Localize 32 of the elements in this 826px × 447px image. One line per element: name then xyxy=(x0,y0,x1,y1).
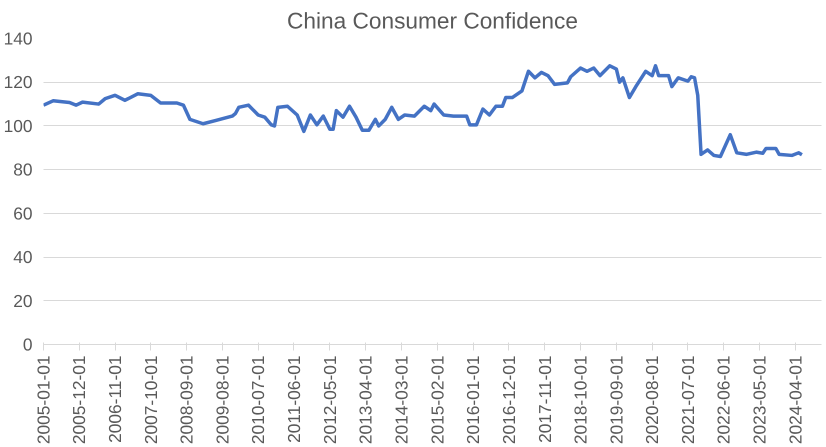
x-tick-label: 2016-12-01 xyxy=(498,355,519,444)
x-tick-label: 2022-06-01 xyxy=(714,355,734,444)
x-tick-label: 2012-05-01 xyxy=(320,355,340,444)
x-tick-label: 2017-11-01 xyxy=(534,355,555,443)
x-tick-label: 2013-04-01 xyxy=(356,355,376,444)
x-tick-label: 2024-04-01 xyxy=(785,355,806,444)
x-tick-label: 2005-01-01 xyxy=(34,355,54,444)
chart-title: China Consumer Confidence xyxy=(287,8,578,34)
x-tick-label: 2011-06-01 xyxy=(284,355,304,443)
x-tick-label: 2005-12-01 xyxy=(69,355,90,444)
line-series xyxy=(44,64,804,158)
y-tick-label: 20 xyxy=(13,290,33,311)
y-tick-label: 40 xyxy=(13,247,33,268)
x-tick-label: 2009-08-01 xyxy=(212,355,232,444)
x-tick-label: 2018-10-01 xyxy=(570,355,591,444)
x-tick-label: 2020-08-01 xyxy=(642,355,662,444)
x-tick-label: 2021-07-01 xyxy=(678,355,698,444)
y-tick-label: 100 xyxy=(4,116,33,136)
y-tick-label: 80 xyxy=(13,160,33,180)
x-tick-label: 2014-03-01 xyxy=(391,355,412,444)
x-tick-label: 2010-07-01 xyxy=(248,355,268,444)
x-tick-label: 2007-10-01 xyxy=(140,355,161,444)
y-tick-label: 60 xyxy=(13,203,33,224)
x-tick-label: 2023-05-01 xyxy=(749,355,770,444)
y-tick-label: 0 xyxy=(22,334,33,354)
x-tick-label: 2006-11-01 xyxy=(105,355,126,443)
y-tick-label: 120 xyxy=(4,72,33,92)
y-tick-label: 140 xyxy=(4,28,33,48)
x-tick-label: 2016-01-01 xyxy=(463,355,484,444)
x-tick-label: 2019-09-01 xyxy=(606,355,626,444)
x-tick-label: 2008-09-01 xyxy=(176,355,197,444)
x-tick-label: 2015-02-01 xyxy=(427,355,448,444)
